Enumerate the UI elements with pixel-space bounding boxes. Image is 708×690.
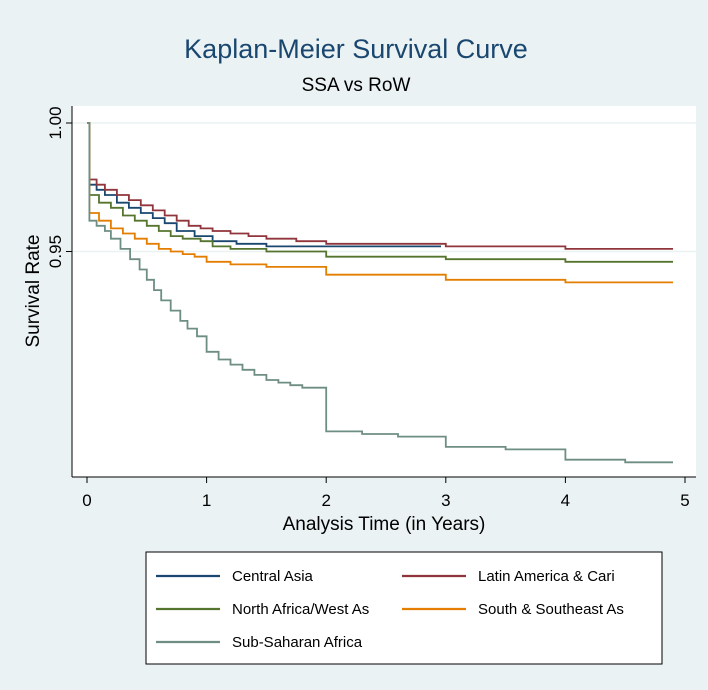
series-line-1 <box>87 122 673 250</box>
x-ticks: 0 1 2 3 4 5 <box>82 477 690 510</box>
legend: Central Asia Latin America & Cari North Af… <box>156 568 624 651</box>
series-line-4 <box>87 122 673 464</box>
series-line-3 <box>87 122 673 284</box>
x-tick-label-5: 5 <box>680 491 689 510</box>
chart-subtitle: SSA vs RoW <box>302 75 411 96</box>
legend-label-4: Sub-Saharan Africa <box>232 634 363 651</box>
series-line-2 <box>87 122 673 263</box>
plot-area <box>72 106 696 477</box>
legend-label-3: South & Southeast As <box>478 601 624 618</box>
series-lines <box>87 122 673 464</box>
y-ticks: 1.00 0.95 <box>46 106 72 268</box>
x-axis-title: Analysis Time (in Years) <box>283 514 486 535</box>
legend-label-0: Central Asia <box>232 568 314 585</box>
series-line-0 <box>87 122 441 248</box>
x-tick-label-0: 0 <box>82 491 91 510</box>
y-tick-label-0: 1.00 <box>46 106 65 139</box>
y-tick-label-1: 0.95 <box>46 235 65 268</box>
legend-label-1: Latin America & Cari <box>478 568 615 585</box>
x-tick-label-2: 2 <box>321 491 330 510</box>
chart-title: Kaplan-Meier Survival Curve <box>184 34 528 64</box>
x-tick-label-3: 3 <box>441 491 450 510</box>
x-tick-label-1: 1 <box>202 491 211 510</box>
legend-label-2: North Africa/West As <box>232 601 369 618</box>
x-tick-label-4: 4 <box>561 491 570 510</box>
y-axis-title: Survival Rate <box>23 235 44 348</box>
